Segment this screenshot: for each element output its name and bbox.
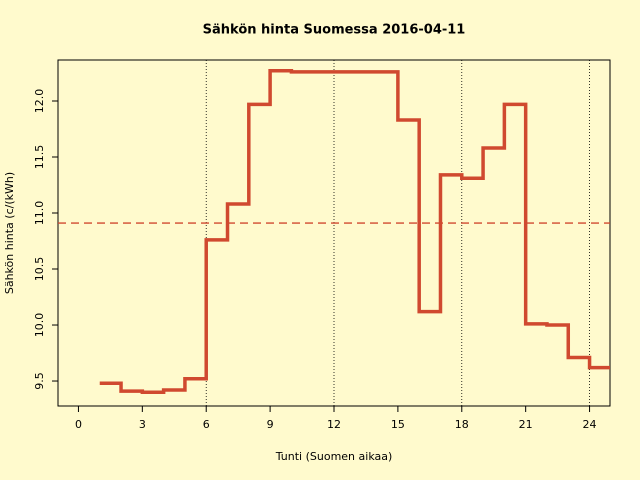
x-tick-label: 0 bbox=[75, 418, 82, 431]
chart-title: Sähkön hinta Suomessa 2016-04-11 bbox=[203, 23, 466, 38]
y-tick-label: 12.0 bbox=[33, 89, 46, 114]
y-tick-label: 11.5 bbox=[33, 145, 46, 170]
x-tick-label: 18 bbox=[455, 418, 469, 431]
x-tick-label: 15 bbox=[391, 418, 405, 431]
x-tick-label: 12 bbox=[327, 418, 341, 431]
y-tick-label: 10.5 bbox=[33, 257, 46, 282]
price-line bbox=[99, 69, 610, 394]
y-tick-label: 11.0 bbox=[33, 201, 46, 226]
x-axis-label: Tunti (Suomen aikaa) bbox=[275, 450, 393, 463]
x-tick-label: 24 bbox=[583, 418, 597, 431]
x-tick-label: 9 bbox=[267, 418, 274, 431]
x-tick-label: 3 bbox=[139, 418, 146, 431]
x-tick-label: 21 bbox=[519, 418, 533, 431]
x-tick-label: 6 bbox=[203, 418, 210, 431]
y-tick-label: 9.5 bbox=[33, 372, 46, 390]
y-tick-label: 10.0 bbox=[33, 313, 46, 338]
y-axis-label: Sähkön hinta (c/(kWh) bbox=[3, 172, 16, 294]
